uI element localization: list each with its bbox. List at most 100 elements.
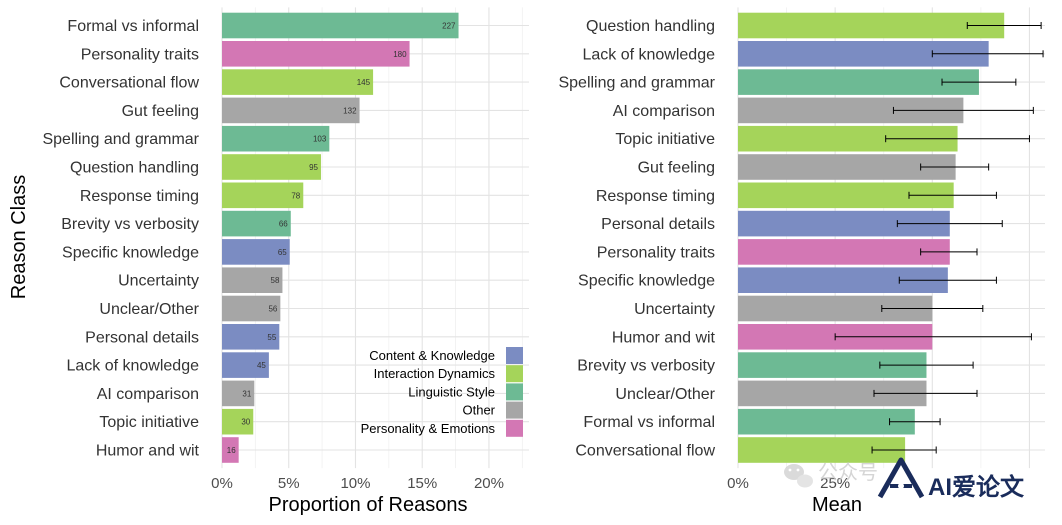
- right-category-label: Spelling and grammar: [558, 75, 715, 92]
- right-error-bar: [885, 135, 1030, 143]
- left-category-label: Lack of knowledge: [66, 358, 199, 375]
- left-bar: [222, 352, 269, 378]
- left-category-label: Personality traits: [81, 46, 199, 63]
- watermark-brand-text: AI爱论文: [928, 473, 1025, 501]
- left-x-tick-label: 15%: [407, 475, 437, 492]
- left-x-axis-title: Proportion of Reasons: [268, 494, 467, 516]
- left-bar-value-label: 30: [241, 418, 250, 427]
- left-x-tick-label: 5%: [278, 475, 300, 492]
- left-category-label: Humor and wit: [96, 443, 200, 460]
- left-category-label: Uncertainty: [118, 273, 199, 290]
- left-category-label: Specific knowledge: [62, 244, 199, 261]
- right-category-label: Topic initiative: [615, 131, 715, 148]
- left-bar: [222, 295, 281, 322]
- legend-item: Other: [462, 401, 523, 419]
- legend-item: Interaction Dynamics: [374, 365, 523, 383]
- left-bar-value-label: 78: [291, 191, 300, 200]
- right-error-bar: [889, 418, 941, 426]
- left-category-label: Unclear/Other: [99, 301, 199, 318]
- left-bar: [222, 97, 360, 124]
- legend-label: Content & Knowledge: [369, 348, 495, 363]
- left-x-tick-label: 20%: [474, 475, 504, 492]
- right-category-label: Specific knowledge: [578, 273, 715, 290]
- right-x-tick-label: 0%: [727, 475, 749, 492]
- right-bar: [738, 408, 915, 435]
- legend-key: [506, 419, 523, 437]
- legend-item: Personality & Emotions: [361, 419, 523, 437]
- left-bar-value-label: 132: [343, 106, 357, 115]
- right-bar: [738, 154, 956, 180]
- right-category-label: Brevity vs verbosity: [577, 358, 715, 375]
- right-category-label: Lack of knowledge: [582, 46, 715, 63]
- right-bar: [738, 239, 950, 265]
- right-category-label: Unclear/Other: [615, 386, 715, 403]
- left-category-label: Gut feeling: [122, 103, 199, 120]
- left-bar-value-label: 145: [357, 78, 371, 87]
- right-error-bar: [941, 78, 1017, 86]
- left-bar-value-label: 66: [279, 220, 288, 229]
- right-error-bar: [879, 361, 974, 369]
- legend-key: [506, 383, 523, 401]
- left-bar-value-label: 65: [278, 248, 287, 257]
- left-y-axis-title: Reason Class: [8, 175, 30, 300]
- legend-key: [506, 347, 523, 364]
- left-bar-value-label: 56: [268, 305, 277, 314]
- watermark-left-text: 公众号: [818, 461, 878, 484]
- left-bar: [222, 12, 459, 39]
- right-error-bar: [871, 446, 937, 454]
- right-category-label: Formal vs informal: [583, 414, 715, 431]
- right-error-bar: [881, 305, 984, 312]
- right-x-axis-title: Mean: [812, 494, 862, 516]
- right-error-bar: [920, 163, 990, 171]
- right-category-label: Personal details: [601, 216, 715, 233]
- left-bar: [222, 125, 330, 152]
- legend-item: Linguistic Style: [408, 383, 523, 401]
- watermark: 公众号 AI爱论文: [784, 457, 1025, 501]
- left-bar-value-label: 55: [267, 333, 276, 342]
- left-category-label: Brevity vs verbosity: [61, 216, 199, 233]
- left-bar: [222, 69, 374, 95]
- left-category-label: Formal vs informal: [67, 18, 199, 35]
- legend-label: Linguistic Style: [408, 384, 495, 399]
- left-bar-value-label: 103: [313, 135, 327, 144]
- right-error-bar: [892, 106, 1034, 114]
- right-error-bar: [931, 50, 1044, 58]
- right-category-label: Uncertainty: [634, 301, 715, 318]
- left-bar-value-label: 180: [393, 50, 407, 59]
- legend-label: Other: [462, 403, 495, 418]
- right-error-bar: [898, 276, 997, 284]
- left-category-label: Conversational flow: [59, 75, 199, 92]
- legend: Content & Knowledge Interaction Dynamics L…: [361, 347, 523, 437]
- right-category-label: Response timing: [596, 188, 715, 205]
- left-bar-value-label: 31: [242, 389, 251, 398]
- right-error-bar: [966, 22, 1042, 29]
- legend-key: [506, 365, 523, 383]
- left-category-label: Topic initiative: [99, 414, 199, 431]
- left-bar-value-label: 95: [309, 163, 318, 172]
- left-category-label: AI comparison: [97, 386, 199, 403]
- left-bar: [222, 239, 290, 265]
- legend-item: Content & Knowledge: [369, 347, 523, 364]
- legend-key: [506, 401, 523, 419]
- left-bar: [222, 380, 255, 407]
- left-bar-value-label: 58: [271, 276, 280, 285]
- right-category-label: AI comparison: [613, 103, 715, 120]
- left-bar: [222, 210, 291, 237]
- left-bar: [222, 154, 321, 180]
- left-bar-value-label: 45: [257, 361, 266, 370]
- brand-logo-icon: [877, 457, 925, 499]
- right-error-bar: [873, 389, 978, 397]
- right-error-bar: [920, 248, 978, 256]
- left-bar: [222, 41, 410, 67]
- left-bar: [222, 324, 280, 350]
- left-bar: [222, 408, 254, 435]
- right-error-bar: [834, 333, 1032, 341]
- wechat-icon: [784, 464, 813, 488]
- legend-label: Interaction Dynamics: [374, 366, 496, 381]
- left-bar: [222, 182, 304, 209]
- left-x-tick-label: 0%: [211, 475, 233, 492]
- left-panel: Formal vs informal 227 Personality traits 1…: [42, 7, 529, 492]
- right-error-bar: [896, 220, 1003, 228]
